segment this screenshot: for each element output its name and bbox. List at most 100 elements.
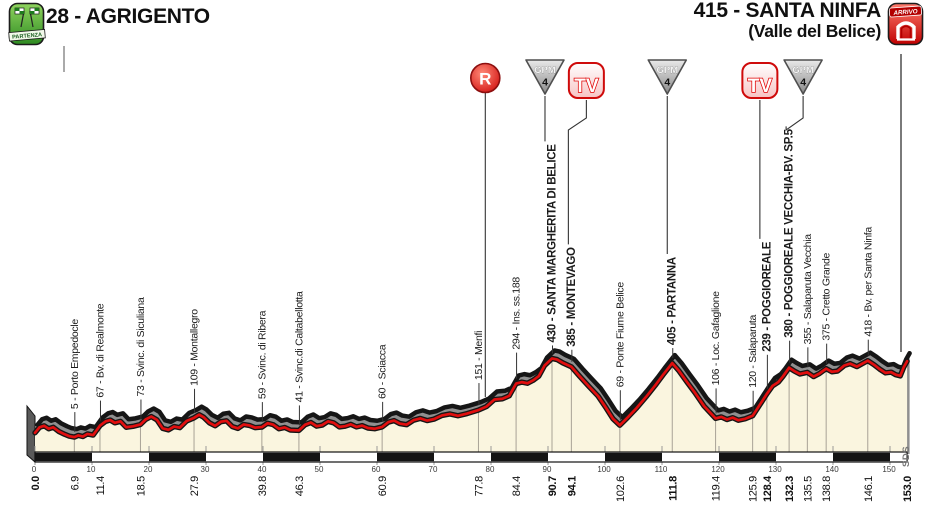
axis-tick-label: 100	[597, 465, 611, 474]
finish-badge: ARRIVO	[887, 2, 925, 53]
gpm-category: 4	[542, 77, 548, 89]
axis-bar-segment	[263, 452, 320, 462]
km-label: 6.9	[69, 476, 81, 491]
axis-tick-label: 110	[655, 465, 668, 474]
finish-gate-icon	[896, 21, 916, 41]
axis-tick-label: 30	[201, 465, 210, 474]
waypoint-label: 430 - SANTA MARGHERITA DI BELICE	[546, 144, 558, 343]
axis-bar-segment	[35, 452, 92, 462]
axis-tick-label: 40	[258, 465, 267, 474]
axis-tick-label: 20	[144, 465, 153, 474]
finish-title: 415 - SANTA NINFA (Valle del Belice)	[693, 0, 882, 41]
waypoint-label: 355 - Salaparuta Vecchia	[802, 234, 814, 345]
km-label: 94.1	[566, 476, 578, 496]
start-title: 28 - AGRIGENTO	[46, 5, 210, 28]
profile-area	[35, 358, 908, 458]
gpm-category: 4	[800, 77, 806, 89]
gpm-icon	[525, 59, 565, 95]
km-label: 135.5	[802, 476, 814, 502]
km-label: 119.4	[711, 476, 723, 501]
watermark: SDS	[901, 446, 912, 467]
waypoint-label: 67 - Bv. di Realmonte	[94, 303, 106, 397]
axis-bar-segment	[491, 452, 548, 462]
axis-bar-segment	[719, 452, 776, 462]
gpm-symbol: GPM	[656, 65, 678, 76]
start-badge: PARTENZA	[8, 2, 46, 53]
axis-tick-label: 70	[429, 465, 438, 474]
waypoint-label: 239 - POGGIOREALE	[761, 241, 773, 352]
axis-bar-segment	[149, 452, 206, 462]
waypoint-label: 405 - PARTANNA	[667, 257, 679, 345]
km-label: 77.8	[473, 476, 485, 496]
km-label: 84.4	[511, 476, 523, 496]
profile-ridge-line	[35, 348, 912, 432]
marker-connector	[567, 100, 587, 245]
route-line	[33, 357, 909, 439]
km-label: 18.5	[135, 476, 147, 496]
km-label: 39.8	[257, 476, 269, 496]
km-label: 125.9	[748, 476, 760, 502]
waypoint-label: 73 - Svinc. di Siculiana	[135, 297, 147, 396]
sprint-icon	[741, 62, 779, 99]
waypoint-label: 59 - Svinc. di Ribera	[256, 310, 268, 399]
waypoint-label: 41 - Svinc.di Caltabellotta	[293, 291, 305, 402]
sprint-symbol: TV	[574, 76, 599, 97]
km-label: 27.9	[189, 476, 201, 496]
axis-tick-label: 60	[372, 465, 381, 474]
axis-tick-label: 0	[32, 465, 37, 474]
km-label: 128.4	[762, 475, 774, 502]
km-label: 153.0	[902, 476, 914, 502]
sprint-symbol: TV	[748, 76, 773, 97]
axis-bar-segment	[605, 452, 662, 462]
waypoint-label: 385 - MONTEVAGO	[566, 247, 578, 347]
axis-tick-label: 140	[825, 465, 839, 474]
waypoint-label: 109 - Montallegro	[189, 309, 201, 386]
km-label: 111.8	[667, 476, 679, 501]
waypoint-label: 380 - POGGIOREALE VECCHIA-BV. SP.5	[784, 128, 796, 337]
finish-title-line1: 415 - SANTA NINFA	[693, 0, 882, 22]
waypoint-label: 151 - Menfi	[473, 331, 485, 380]
km-label: 0.0	[30, 476, 42, 491]
gpm-category: 4	[664, 77, 670, 89]
waypoint-label: 5 - Porto Empedocle	[69, 319, 81, 409]
km-label: 46.3	[294, 476, 306, 496]
axis-tick-label: 80	[486, 465, 495, 474]
km-label: 11.4	[95, 476, 107, 496]
partenza-icon: PARTENZA	[8, 2, 46, 46]
axis-tick-label: 120	[711, 465, 725, 474]
checkered-flag-icon	[14, 7, 40, 15]
sprint-icon	[567, 62, 605, 99]
gpm-icon	[783, 59, 823, 95]
axis-tick-label: 10	[87, 465, 96, 474]
km-label: 90.7	[547, 476, 559, 496]
waypoint-label: 294 - Ins. ss.188	[511, 277, 523, 350]
km-label: 102.6	[615, 476, 627, 502]
waypoint-label: 120 - Salaparuta	[747, 315, 759, 388]
axis-bar-segment	[833, 452, 890, 462]
arrivo-banner-label: ARRIVO	[892, 8, 918, 17]
gpm-icon	[647, 59, 688, 95]
gpm-symbol: GPM	[534, 65, 556, 76]
km-label: 132.3	[784, 476, 796, 502]
axis-tick-label: 50	[315, 465, 324, 474]
waypoint-label: 375 - Cretto Grande	[821, 252, 833, 340]
marker-connector	[785, 96, 804, 132]
axis-tick-label: 150	[882, 465, 896, 474]
waypoint-label: 69 - Ponte Fiume Belice	[614, 282, 626, 388]
feed-zone-symbol: R	[479, 70, 491, 89]
waypoint-label: 60 - Sciacca	[377, 344, 389, 399]
finish-title-line2: (Valle del Belice)	[748, 21, 881, 41]
axis-tick-label: 130	[768, 465, 782, 474]
axis-bar-segment	[377, 452, 434, 462]
gpm-symbol: GPM	[792, 65, 814, 76]
km-label: 146.1	[863, 476, 875, 502]
arrivo-icon: ARRIVO	[887, 2, 924, 46]
km-label: 60.9	[377, 476, 389, 496]
feed-zone-icon	[469, 62, 501, 94]
waypoint-label: 106 - Loc. Gafaglione	[710, 291, 722, 386]
km-label: 138.8	[821, 476, 833, 502]
waypoint-label: 418 - Bv. per Santa Ninfa	[862, 227, 874, 337]
partenza-banner-label: PARTENZA	[12, 32, 42, 41]
